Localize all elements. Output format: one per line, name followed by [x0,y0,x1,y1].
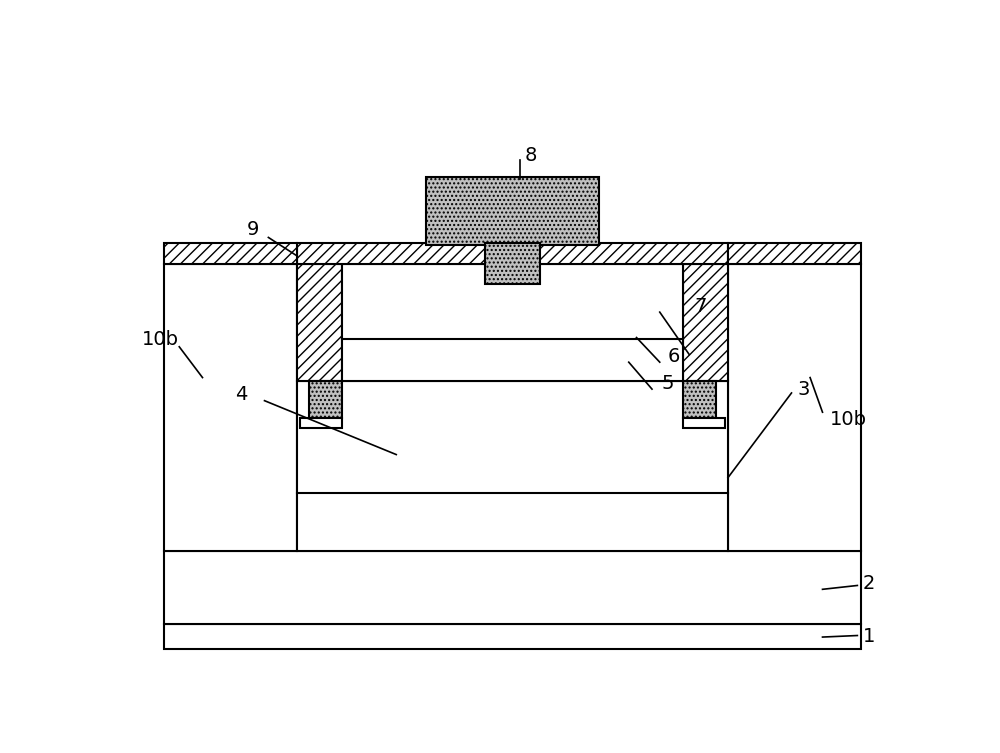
Text: 4: 4 [235,385,247,404]
Bar [297,264,342,382]
Bar [164,242,297,264]
Bar [309,382,342,419]
Bar [342,264,683,382]
Text: 10b: 10b [141,330,178,349]
Bar [683,419,725,428]
Bar [683,382,716,419]
Text: 5: 5 [661,374,674,393]
Text: 1: 1 [863,626,875,646]
Text: 6: 6 [668,346,680,365]
Text: 2: 2 [863,575,875,593]
Text: 9: 9 [247,220,259,239]
Bar [426,178,599,245]
Text: 8: 8 [524,146,536,166]
Bar [300,419,342,428]
Bar [728,264,861,551]
Bar [683,264,728,382]
Bar [164,551,861,624]
Bar [728,242,861,264]
Bar [297,382,728,551]
Bar [485,242,540,284]
Text: 10b: 10b [830,410,867,429]
Text: 7: 7 [695,297,707,316]
Bar [297,242,728,264]
Bar [164,624,861,648]
Text: 3: 3 [798,380,810,398]
Bar [164,264,297,551]
